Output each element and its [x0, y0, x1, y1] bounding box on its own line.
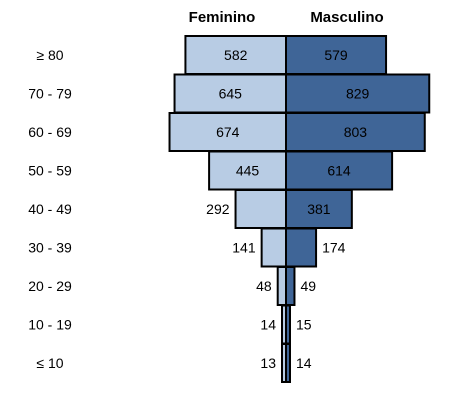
category-label: 10 - 19 [28, 317, 72, 333]
value-label-masculino: 381 [307, 201, 331, 217]
value-label-feminino: 445 [236, 163, 260, 179]
value-label-masculino: 15 [296, 317, 312, 333]
bars [168, 35, 431, 383]
value-label-feminino: 48 [256, 278, 272, 294]
bar-masculino [285, 150, 394, 191]
category-label: 50 - 59 [28, 163, 72, 179]
category-label: ≥ 80 [36, 47, 63, 63]
category-label: 20 - 29 [28, 278, 72, 294]
category-label: 30 - 39 [28, 240, 72, 256]
series-header-masculino: Masculino [310, 9, 383, 26]
bar-masculino [285, 343, 291, 383]
bar-masculino [285, 73, 431, 114]
value-label-masculino: 14 [296, 355, 312, 371]
value-label-feminino: 674 [216, 124, 240, 140]
bar-masculino [285, 189, 353, 229]
bar-masculino [285, 304, 291, 345]
bar-feminino [260, 227, 287, 268]
value-label-feminino: 13 [260, 355, 276, 371]
value-label-masculino: 579 [324, 47, 348, 63]
value-label-masculino: 803 [344, 124, 368, 140]
value-label-feminino: 141 [232, 240, 256, 256]
category-labels: ≥ 80 70 - 79 60 - 69 50 - 59 40 - 49 30 - 39 2… [28, 47, 72, 371]
bar-feminino [276, 266, 287, 306]
category-label: 70 - 79 [28, 86, 72, 102]
category-label: 60 - 69 [28, 124, 72, 140]
series-header-feminino: Feminino [189, 9, 256, 26]
value-label-masculino: 174 [322, 240, 346, 256]
value-label-masculino: 49 [300, 278, 316, 294]
value-label-masculino: 829 [346, 86, 370, 102]
bar-masculino [285, 112, 426, 152]
category-label: 40 - 49 [28, 201, 72, 217]
bar-masculino [285, 266, 296, 306]
value-labels: 582 579 645 829 674 803 445 614 292 381 141 174 48 49… [206, 47, 369, 371]
bar-feminino [234, 189, 288, 229]
series-headers: Feminino Masculino [189, 9, 384, 26]
category-label: ≤ 10 [36, 355, 63, 371]
bar-feminino [184, 35, 288, 75]
value-label-feminino: 582 [224, 47, 248, 63]
value-label-feminino: 14 [260, 317, 276, 333]
value-label-masculino: 614 [327, 163, 351, 179]
value-label-feminino: 645 [219, 86, 243, 102]
value-label-feminino: 292 [206, 201, 230, 217]
bar-masculino [285, 227, 318, 268]
